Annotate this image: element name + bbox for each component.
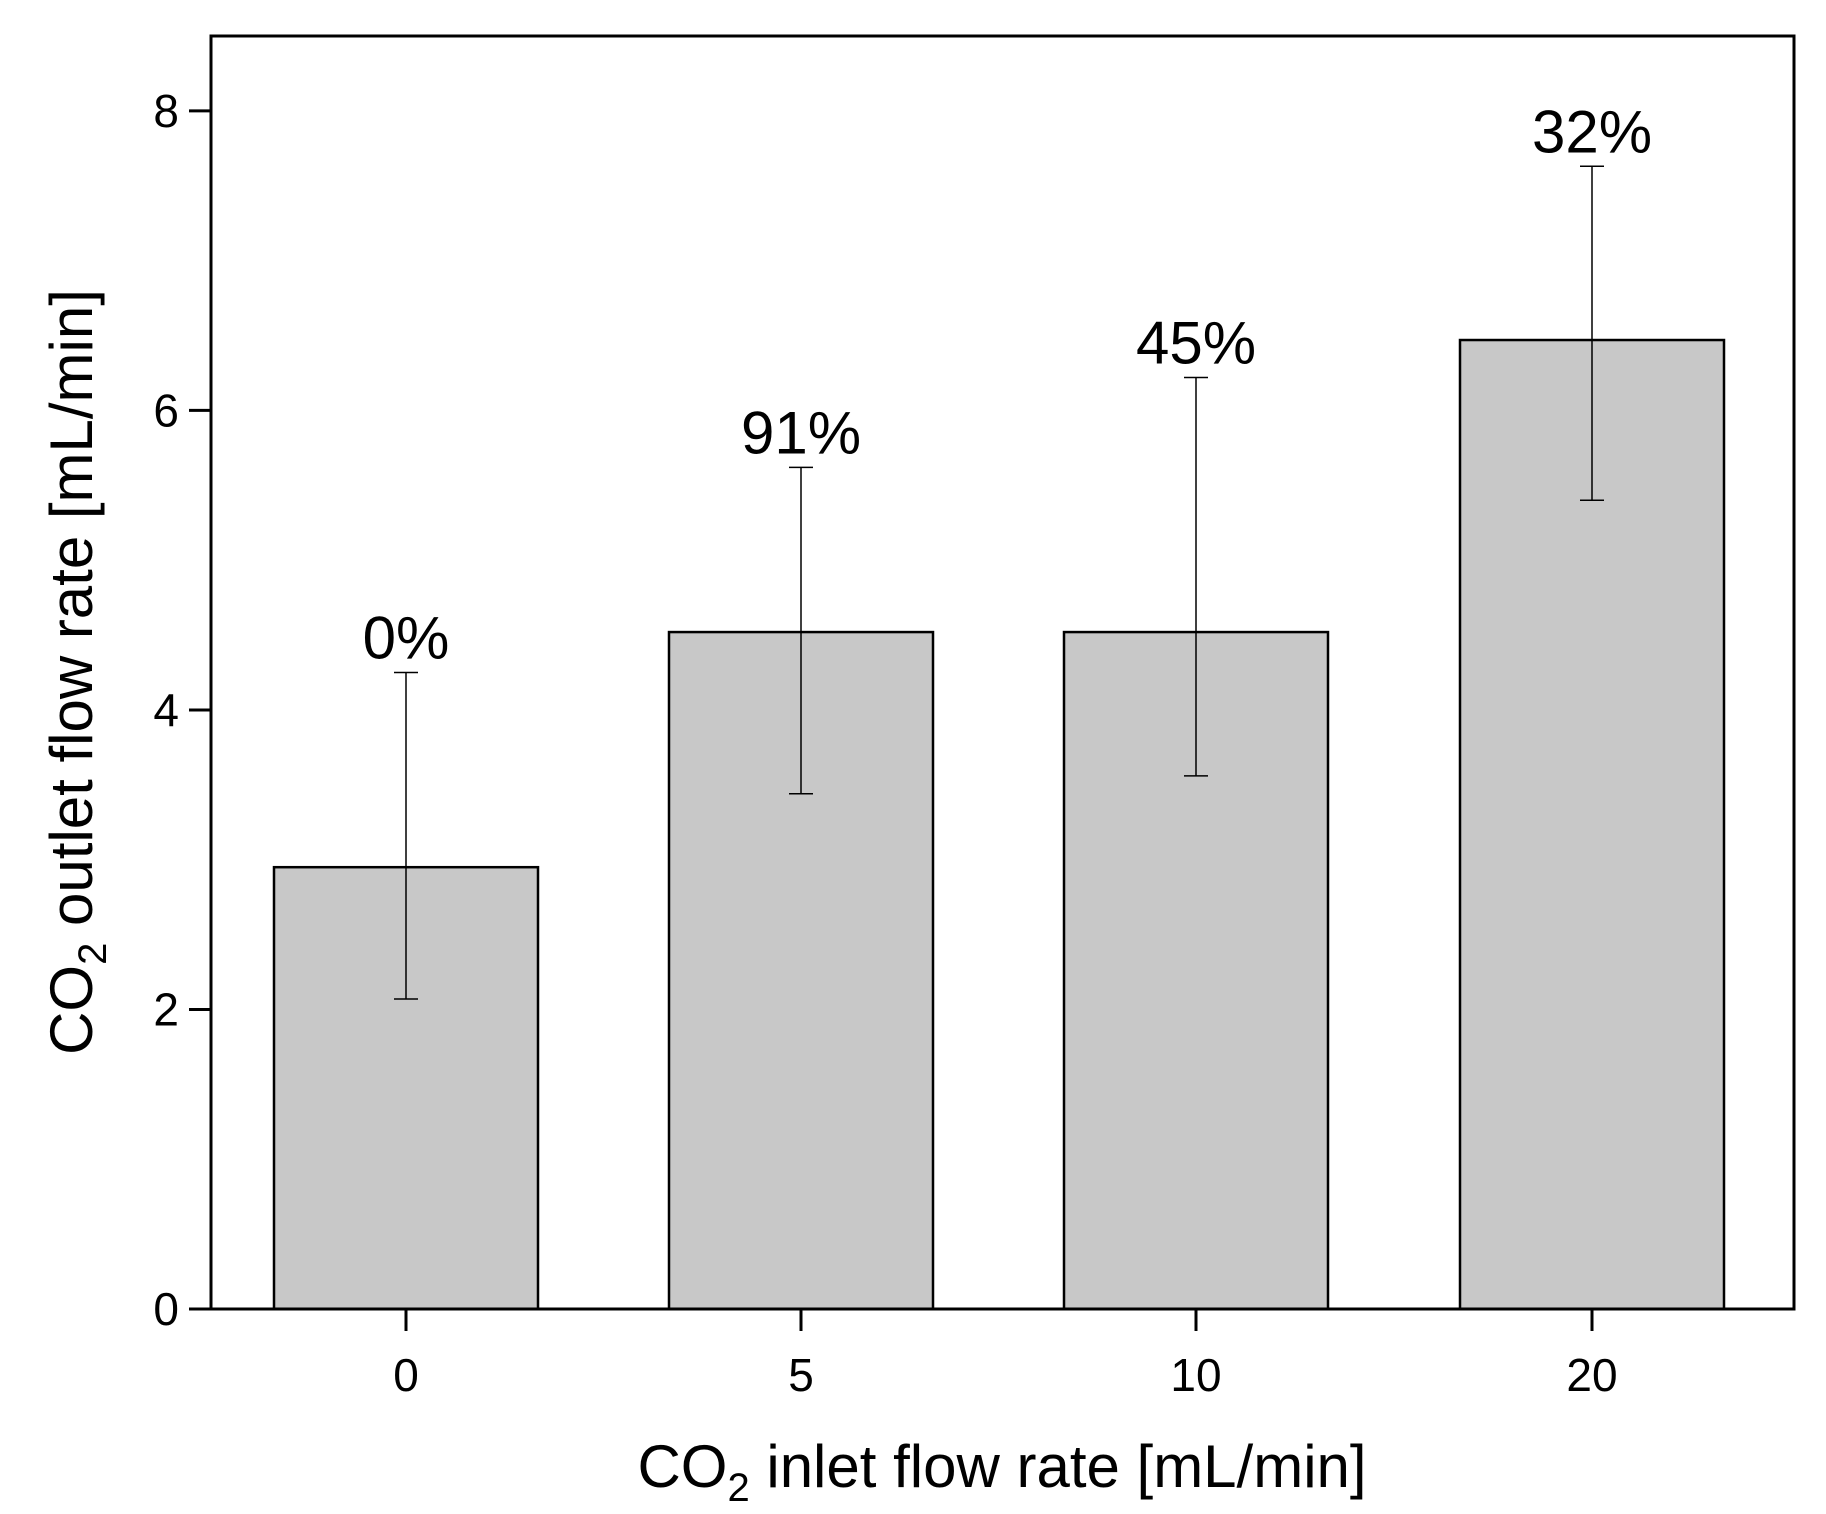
x-axis-title-prefix: CO [637,1433,727,1500]
error-bars-layer [394,165,1604,1000]
data-label-0: 0% [363,605,450,672]
error-bar-0 [394,671,418,1000]
data-label-20: 32% [1532,98,1652,165]
plot-frame [209,34,1796,1311]
x-tick-label: 20 [1566,1349,1617,1401]
y-axis-ticks: 0 2 4 6 8 [153,85,211,1335]
data-label-10: 45% [1136,309,1256,376]
x-axis-title-subscript: 2 [727,1466,749,1510]
x-tick-label: 0 [393,1349,419,1401]
y-axis-title-subscript: 2 [71,943,115,965]
error-bar-20 [1580,165,1604,502]
error-bar-5 [789,466,813,795]
y-tick-label: 4 [153,684,179,736]
x-axis-ticks: 0 5 10 20 [393,1309,1618,1401]
y-tick-label: 0 [153,1283,179,1335]
y-tick-label: 8 [153,85,179,137]
x-tick-label: 10 [1170,1349,1221,1401]
data-label-5: 91% [741,399,861,466]
x-tick-label: 5 [788,1349,814,1401]
error-bar-10 [1184,376,1208,777]
bar-20 [1458,338,1726,1311]
y-axis-title: CO2 outlet flow rate [mL/min] [38,289,115,1055]
x-axis-title: CO2 inlet flow rate [mL/min] [637,1433,1366,1510]
y-tick-label: 6 [153,384,179,436]
y-axis-title-prefix: CO [38,965,105,1055]
data-labels-layer: 0% 91% 45% 32% [363,98,1652,671]
y-axis-title-suffix: outlet flow rate [mL/min] [38,289,105,943]
x-axis-title-suffix: inlet flow rate [mL/min] [750,1433,1367,1500]
y-tick-label: 2 [153,983,179,1035]
